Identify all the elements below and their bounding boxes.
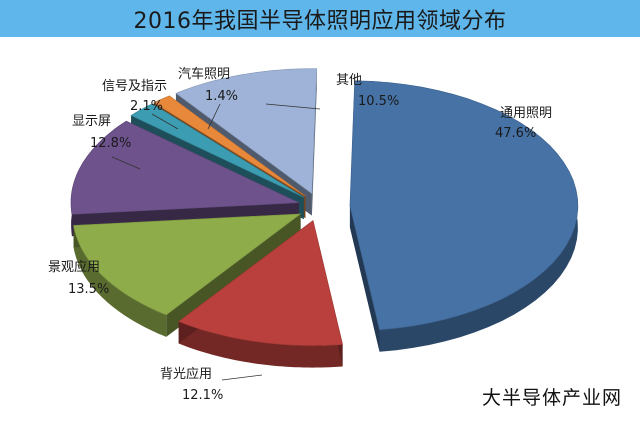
- slice-2: [178, 220, 343, 368]
- slice-value-label: 12.1%: [182, 388, 223, 403]
- slice-top: [349, 80, 579, 331]
- slice-top: [175, 68, 318, 195]
- slice-value-label: 1.4%: [205, 89, 238, 104]
- slice-top: [153, 95, 306, 197]
- slice-label: 其他: [336, 73, 362, 88]
- slice-side: [349, 205, 380, 352]
- watermark: 大半导体产业网: [481, 387, 622, 409]
- slice-label: 背光应用: [160, 366, 212, 382]
- leader-line: [221, 374, 263, 381]
- slice-value-label: 2.1%: [130, 99, 163, 114]
- slice-value-label: 13.5%: [68, 282, 109, 297]
- leader-lines: [111, 103, 321, 381]
- slice-wall: [73, 225, 167, 337]
- slice-1: [349, 80, 579, 352]
- labels-layer: 通用照明 47.6% 背光应用 12.1% 景观应用 13.5% 显示屏 12.8% 信号及指示…: [48, 66, 552, 403]
- slice-label: 景观应用: [48, 259, 100, 275]
- slice-wall: [178, 321, 343, 368]
- leader-line: [207, 103, 221, 130]
- leader-line: [111, 156, 141, 170]
- slice-value-label: 10.5%: [358, 94, 399, 109]
- slice-top: [73, 213, 302, 316]
- slice-label: 信号及指示: [102, 79, 167, 94]
- slice-label: 通用照明: [500, 106, 552, 121]
- slices-layer: [70, 68, 579, 368]
- pie-chart: 通用照明 47.6% 背光应用 12.1% 景观应用 13.5% 显示屏 12.8% 信号及指示…: [48, 66, 579, 403]
- slice-top: [178, 220, 343, 346]
- leader-line: [151, 113, 179, 130]
- chart-title: 2016年我国半导体照明应用领域分布: [133, 8, 507, 34]
- slice-top: [70, 120, 300, 215]
- slice-value-label: 12.8%: [90, 136, 131, 151]
- slice-value-label: 47.6%: [495, 126, 536, 141]
- slice-label: 显示屏: [72, 114, 111, 129]
- slice-label: 汽车照明: [178, 66, 230, 82]
- title-bar: 2016年我国半导体照明应用领域分布: [0, 0, 640, 37]
- leader-line: [265, 103, 321, 110]
